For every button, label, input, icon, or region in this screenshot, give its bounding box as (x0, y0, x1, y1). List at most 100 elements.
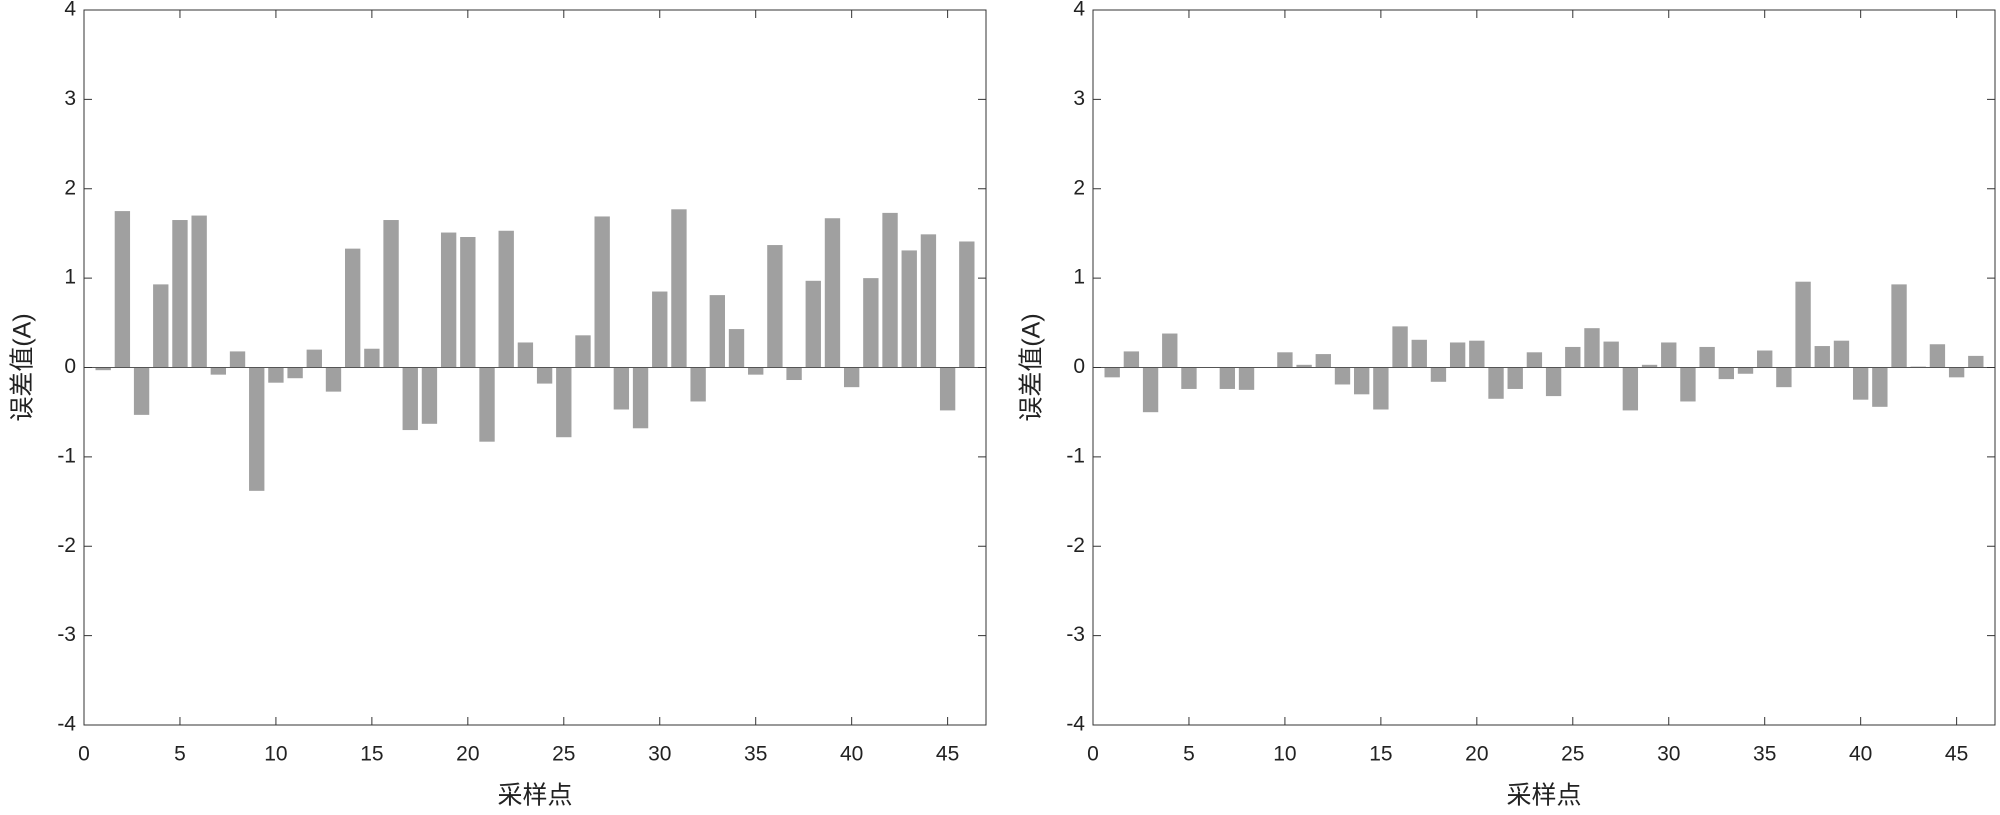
y-tick-label: 3 (64, 87, 76, 110)
bar (632, 367, 649, 429)
bar (1814, 346, 1830, 368)
bar (172, 220, 188, 368)
bar (1565, 346, 1581, 368)
bar (421, 367, 438, 424)
bar (1872, 367, 1888, 407)
bar (882, 212, 898, 368)
y-tick-label: -4 (1066, 713, 1085, 736)
y-tick-label: -2 (1066, 534, 1085, 557)
bar (1948, 367, 1965, 378)
bar (153, 284, 169, 368)
y-tick-label: -3 (1066, 623, 1085, 646)
bar (1162, 333, 1178, 368)
bar (1718, 367, 1734, 380)
bar (1699, 346, 1715, 368)
bar (824, 218, 841, 368)
bar (460, 237, 476, 368)
bar (1123, 351, 1140, 368)
bar (1277, 352, 1293, 368)
bar (901, 250, 917, 368)
y-tick-label: 4 (1073, 0, 1085, 21)
x-tick-label: 35 (744, 743, 767, 766)
bar (1488, 367, 1504, 399)
bar (1891, 284, 1907, 368)
y-tick-label: -2 (57, 534, 76, 557)
bar (1584, 328, 1600, 368)
bar (1680, 367, 1696, 402)
y-tick-label: 2 (1073, 176, 1085, 199)
y-tick-label: 0 (1073, 355, 1085, 378)
bar (1968, 355, 1984, 368)
y-tick-label: 3 (1073, 87, 1085, 110)
y-tick-label: -4 (57, 713, 76, 736)
bar (402, 367, 418, 431)
bar (748, 367, 764, 375)
bar (613, 367, 630, 410)
x-tick-label: 45 (1945, 743, 1968, 766)
y-tick-label: 2 (64, 176, 76, 199)
bar (1661, 342, 1677, 368)
bar (1795, 281, 1811, 368)
bar (728, 329, 745, 368)
bar (95, 367, 111, 371)
bar (671, 209, 687, 368)
bar (1142, 367, 1159, 413)
x-tick-label: 25 (552, 743, 575, 766)
x-axis-label: 采样点 (497, 782, 572, 810)
x-tick-label: 45 (936, 743, 959, 766)
bar (767, 245, 783, 368)
bar (575, 335, 591, 368)
x-tick-label: 20 (456, 743, 479, 766)
y-axis-label: 误差值(A) (1018, 313, 1046, 421)
bar (440, 232, 457, 368)
x-tick-label: 30 (1657, 743, 1680, 766)
y-tick-label: -1 (1066, 444, 1085, 467)
x-tick-label: 10 (264, 743, 287, 766)
bar (1852, 367, 1869, 400)
bar (517, 342, 534, 368)
bar (1449, 342, 1466, 368)
bar (959, 241, 975, 368)
x-axis-label: 采样点 (1506, 782, 1581, 810)
bar (1238, 367, 1255, 390)
bar (479, 367, 495, 442)
bar (1469, 340, 1485, 368)
bar (1622, 367, 1639, 411)
bar (1354, 367, 1370, 395)
bar (920, 234, 937, 368)
x-tick-label: 15 (360, 743, 383, 766)
bar (1641, 364, 1658, 368)
bar (1181, 367, 1197, 389)
bar (805, 280, 821, 368)
bar (594, 216, 610, 368)
x-tick-label: 20 (1465, 743, 1488, 766)
bar (364, 348, 380, 368)
bar (863, 278, 879, 368)
bar (1603, 341, 1619, 368)
x-tick-label: 0 (1087, 743, 1099, 766)
bar (1315, 354, 1331, 368)
bar (1757, 350, 1773, 368)
bar (1545, 367, 1562, 397)
bar (498, 230, 514, 368)
x-tick-label: 0 (78, 743, 90, 766)
bar (383, 220, 399, 368)
y-axis-label: 误差值(A) (9, 313, 37, 421)
bar (1334, 367, 1351, 385)
bar (1392, 326, 1408, 368)
x-tick-label: 40 (1849, 743, 1872, 766)
bar (1929, 344, 1946, 368)
bar (114, 211, 131, 368)
bar (1430, 367, 1447, 382)
x-tick-label: 5 (174, 743, 186, 766)
x-tick-label: 35 (1753, 743, 1776, 766)
y-tick-label: -1 (57, 444, 76, 467)
bar (1104, 367, 1120, 378)
bar (786, 367, 802, 381)
bar (1411, 339, 1427, 368)
y-tick-label: 1 (64, 266, 76, 289)
bar (229, 351, 246, 368)
bar (1776, 367, 1792, 388)
x-tick-label: 15 (1369, 743, 1392, 766)
